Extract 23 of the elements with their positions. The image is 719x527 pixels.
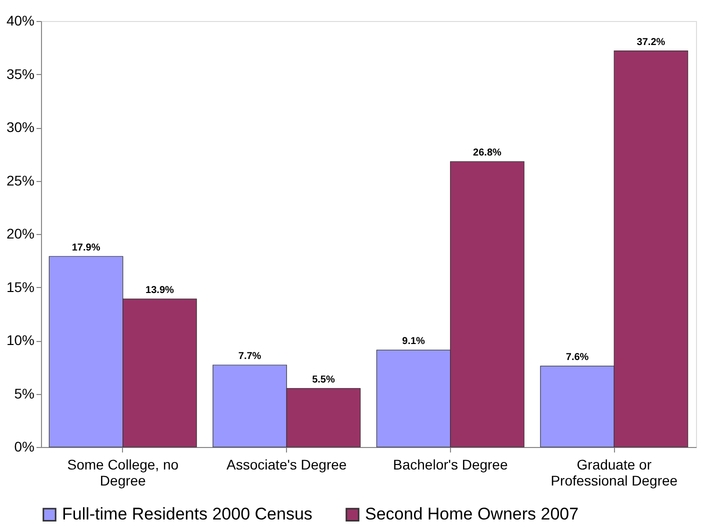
data-label: 7.6%: [566, 352, 589, 364]
data-label: 13.9%: [146, 284, 174, 296]
data-label: 17.9%: [72, 242, 100, 254]
x-tick-label: Bachelor's Degree: [393, 456, 508, 472]
x-tick-label: Associate's Degree: [226, 456, 347, 472]
y-tick-label: 20%: [6, 226, 34, 242]
y-tick-label: 5%: [14, 385, 34, 402]
y-tick-label: 15%: [6, 278, 34, 295]
data-label: 5.5%: [312, 374, 335, 386]
y-tick-label: 0%: [14, 438, 34, 454]
data-label: 9.1%: [402, 336, 426, 348]
y-tick-label: 35%: [6, 66, 34, 82]
x-tick-label: Some College, no Degree: [67, 456, 179, 488]
y-tick-label: 30%: [6, 119, 34, 135]
data-label: 7.7%: [238, 350, 262, 362]
y-tick-label: 40%: [6, 12, 34, 28]
y-tick-label: 25%: [6, 172, 34, 188]
data-label: 26.8%: [473, 148, 502, 159]
data-label: 37.2%: [636, 36, 666, 48]
y-tick-label: 10%: [6, 332, 34, 348]
legend-label: Second Home Owners 2007: [365, 504, 579, 524]
legend-label: Full-time Residents 2000 Census: [62, 504, 312, 524]
x-tick-label: Graduate or Professional Degree: [550, 456, 678, 488]
